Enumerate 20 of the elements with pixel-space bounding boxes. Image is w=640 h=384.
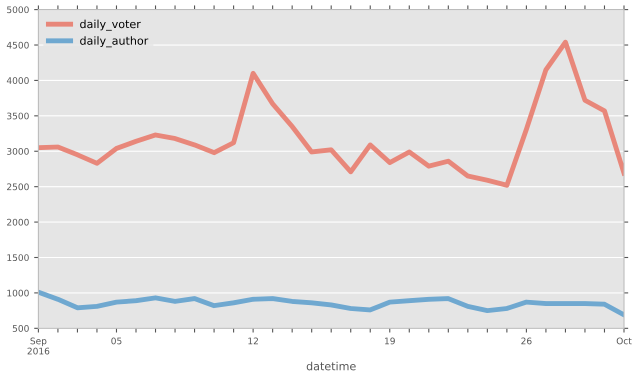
- legend-label: daily_voter: [80, 20, 141, 31]
- x-axis-title: datetime: [306, 362, 356, 370]
- y-tick-label: 1500: [7, 254, 29, 262]
- y-tick-label: 4500: [6, 42, 29, 49]
- y-tick-label: 2500: [7, 183, 29, 190]
- line-series: [38, 290, 624, 318]
- x-tick-label: 05: [111, 338, 122, 344]
- x-tick-label: Oct: [616, 338, 632, 344]
- y-tick-label: 3000: [7, 148, 29, 155]
- y-tick-label: 3500: [7, 112, 29, 120]
- legend-label: daily_author: [80, 36, 148, 48]
- y-tick-label: 4000: [6, 77, 29, 84]
- x-tick-label: 12: [248, 338, 258, 344]
- y-tick-label: 1000: [7, 290, 29, 296]
- y-tick-label: 5000: [7, 6, 29, 14]
- x-tick-label: 26: [521, 338, 532, 344]
- x-tick-label: Sep 2016: [28, 338, 50, 354]
- x-tick-label: 19: [385, 338, 395, 344]
- y-tick-label: 500: [12, 325, 29, 332]
- y-tick-label: 2000: [7, 218, 29, 226]
